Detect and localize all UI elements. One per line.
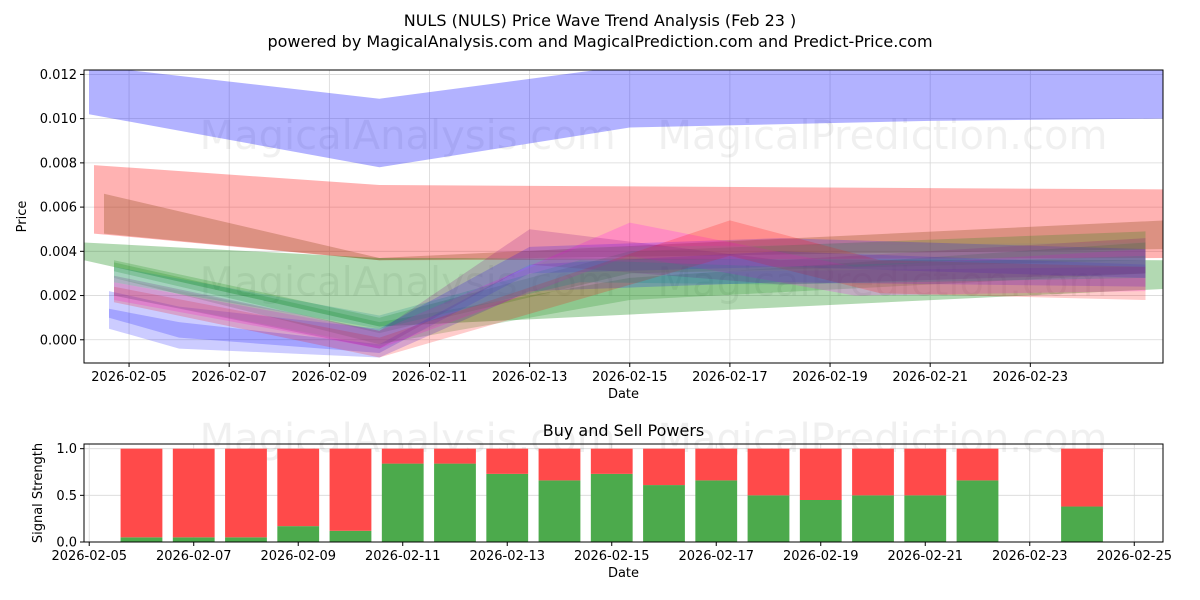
sell-bar-14 [852, 448, 894, 496]
axes-frame [83, 443, 1164, 543]
x-tick-label-4: 2026-02-13 [492, 370, 568, 385]
x-tick-label-7: 2026-02-19 [783, 549, 859, 564]
sell-bar-11 [695, 448, 738, 481]
x-tick-label-4: 2026-02-13 [469, 549, 545, 564]
sell-bar-16 [956, 448, 999, 481]
sell-bar-7 [486, 448, 529, 474]
y-tick-label-3: 0.006 [40, 201, 77, 216]
buy-bar-17 [1061, 506, 1103, 542]
y-tick-label-4: 0.008 [40, 156, 77, 171]
y-tick-label-6: 0.012 [40, 68, 77, 83]
buy-bar-4 [329, 530, 372, 542]
buy-bar-9 [590, 473, 633, 542]
y-tick-label-0: 0.0 [56, 536, 77, 551]
subplot-title: Buy and Sell Powers [543, 421, 705, 440]
x-tick-label-5: 2026-02-15 [592, 370, 668, 385]
price-axes: MagicalAnalysis.com MagicalPrediction.com… [15, 68, 1164, 402]
watermark-text: MagicalPrediction.com [657, 260, 1107, 306]
x-tick-label-0: 2026-02-05 [91, 370, 167, 385]
watermark-text: MagicalPrediction.com [657, 113, 1107, 159]
chart-title-line1: NULS (NULS) Price Wave Trend Analysis (F… [404, 11, 797, 30]
sell-bar-0 [120, 448, 163, 538]
sell-bar-2 [225, 448, 267, 538]
sell-bar-1 [172, 448, 215, 538]
band-red-main [94, 165, 1163, 261]
buy-bar-15 [904, 495, 947, 542]
buy-bar-0 [120, 537, 163, 542]
x-tick-label-9: 2026-02-23 [992, 549, 1068, 564]
y-tick-label-2: 1.0 [56, 442, 77, 457]
buy-bar-13 [799, 500, 842, 542]
watermark-text: MagicalAnalysis.com [200, 113, 616, 159]
sell-bar-12 [747, 448, 790, 496]
x-tick-label-8: 2026-02-21 [887, 549, 963, 564]
band-green-a [114, 231, 1146, 334]
signal-axes: MagicalAnalysis.com MagicalPrediction.com… [31, 416, 1172, 581]
sell-bar-10 [643, 448, 685, 486]
x-tick-label-3: 2026-02-11 [365, 549, 441, 564]
band-blue-b [109, 251, 1146, 358]
buy-bar-10 [643, 485, 685, 542]
x-tick-label-6: 2026-02-17 [678, 549, 754, 564]
sell-bar-9 [590, 448, 633, 474]
buy-bar-16 [956, 480, 999, 542]
x-tick-label-8: 2026-02-21 [892, 370, 968, 385]
band-teal [114, 255, 1146, 329]
buy-bar-12 [747, 495, 790, 542]
buy-bar-5 [381, 463, 424, 542]
watermark-text: MagicalAnalysis.com [200, 260, 616, 306]
plot-area [84, 70, 1163, 358]
sell-bar-15 [904, 448, 947, 496]
buy-bar-8 [538, 480, 581, 542]
band-blue-a [109, 238, 1146, 353]
plot-area [120, 448, 1103, 542]
chart-title-line2: powered by MagicalAnalysis.com and Magic… [267, 32, 932, 51]
y-tick-label-5: 0.010 [40, 112, 77, 127]
buy-bar-7 [486, 473, 529, 542]
x-tick-label-2: 2026-02-09 [292, 370, 368, 385]
x-tick-label-10: 2026-02-25 [1096, 549, 1172, 564]
band-brown [104, 193, 1163, 261]
sell-bar-17 [1061, 448, 1103, 507]
band-green-b [114, 242, 1146, 345]
y-axis-label: Signal Strength [31, 443, 46, 543]
sell-bar-3 [277, 448, 320, 527]
buy-bar-14 [852, 495, 894, 542]
band-green-main [84, 242, 1163, 327]
band-purple [114, 229, 1146, 349]
x-tick-label-5: 2026-02-15 [574, 549, 650, 564]
x-tick-label-1: 2026-02-07 [191, 370, 267, 385]
sell-bar-6 [434, 448, 476, 464]
buy-bar-11 [695, 480, 738, 542]
buy-bar-1 [172, 537, 215, 542]
y-tick-label-2: 0.004 [40, 245, 77, 260]
x-tick-label-6: 2026-02-17 [692, 370, 768, 385]
buy-bar-6 [434, 463, 476, 542]
x-tick-label-7: 2026-02-19 [792, 370, 868, 385]
x-tick-label-0: 2026-02-05 [51, 549, 127, 564]
band-gray [114, 242, 1146, 347]
band-magenta [114, 222, 1146, 349]
x-tick-label-9: 2026-02-23 [993, 370, 1069, 385]
y-tick-label-0: 0.000 [40, 333, 77, 348]
x-tick-label-2: 2026-02-09 [260, 549, 336, 564]
y-tick-label-1: 0.002 [40, 289, 77, 304]
band-red-a [114, 220, 1146, 358]
sell-bar-5 [381, 448, 424, 464]
x-tick-label-3: 2026-02-11 [392, 370, 468, 385]
band-blue-top [89, 70, 1163, 168]
sell-bar-4 [329, 448, 372, 531]
sell-bar-8 [538, 448, 581, 481]
x-tick-label-1: 2026-02-07 [156, 549, 232, 564]
buy-bar-2 [225, 537, 267, 542]
axes-frame [83, 69, 1164, 364]
buy-bar-3 [277, 526, 320, 542]
sell-bar-13 [799, 448, 842, 500]
y-tick-label-1: 0.5 [56, 489, 77, 504]
x-axis-label: Date [608, 387, 639, 402]
x-axis-label: Date [608, 566, 639, 581]
y-axis-label: Price [15, 201, 30, 233]
